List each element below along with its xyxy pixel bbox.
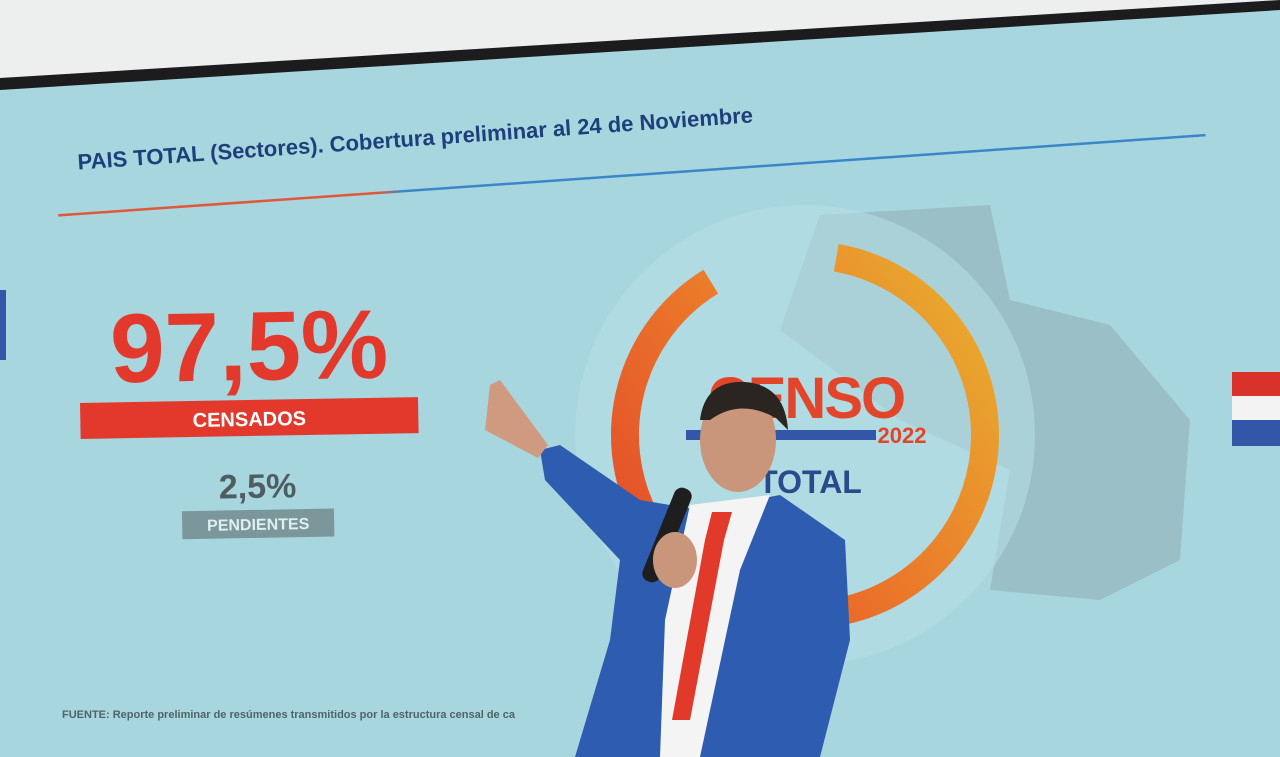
secondary-label-bar (181, 508, 335, 540)
main-label: CENSADOS (192, 408, 306, 432)
logo-stripe (686, 430, 876, 440)
logo-year: 2022 (878, 423, 927, 448)
secondary-value: 2,5% (218, 467, 296, 506)
title-rule (58, 133, 1206, 217)
secondary-label: PENDIENTES (207, 516, 310, 535)
logo-caption: TOTAL (758, 464, 862, 500)
left-edge-mark (0, 290, 6, 360)
hair (700, 381, 788, 430)
presenter (485, 380, 850, 757)
flag-blue (1232, 420, 1280, 446)
hand-mic (653, 532, 697, 588)
tie (672, 512, 732, 720)
flag-white (1232, 396, 1280, 420)
footnote: FUENTE: Reporte preliminar de resúmenes … (62, 709, 516, 721)
hand (485, 380, 548, 458)
flag-red (1232, 372, 1280, 396)
main-value: 97,5% (109, 289, 389, 404)
main-label-bar (80, 397, 419, 439)
